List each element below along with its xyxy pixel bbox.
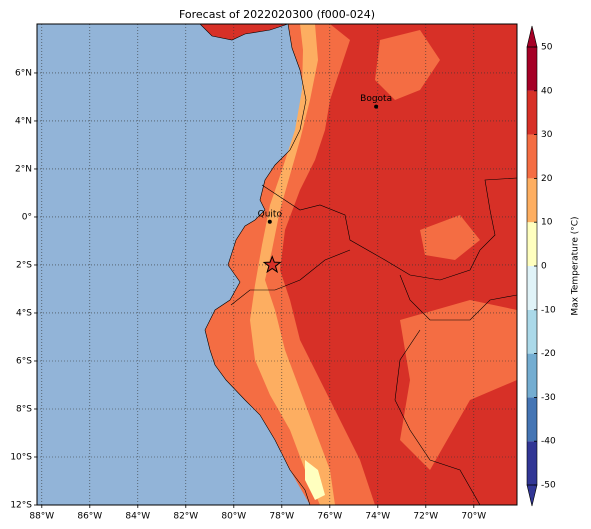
x-tick-label: 76°W (317, 512, 342, 522)
colorbar-segment (527, 90, 537, 135)
y-tick-label: 4°S (16, 308, 32, 318)
temperature-region (420, 215, 480, 260)
colorbar-segment (527, 397, 537, 442)
city-label: Bogota (360, 94, 392, 104)
city-dot (267, 219, 272, 224)
temperature-region (400, 300, 517, 470)
x-tick-label: 70°W (461, 512, 486, 522)
colorbar-tick-label: -30 (541, 393, 556, 403)
map-frame (36, 23, 518, 506)
colorbar-segment (527, 353, 537, 398)
colorbar-segment (527, 47, 537, 91)
country-border (230, 177, 517, 505)
x-tick-label: 78°W (269, 512, 294, 522)
y-tick-label: 6°S (16, 356, 32, 366)
colorbar-tick-label: -10 (541, 305, 556, 315)
location-star (262, 255, 282, 274)
colorbar-tick-label: 40 (541, 86, 553, 96)
temperature-region (375, 30, 440, 100)
y-tick-label: 10°S (10, 452, 32, 462)
colorbar-extend (526, 25, 538, 48)
colorbar-segment (527, 441, 537, 485)
x-tick-label: 86°W (77, 512, 102, 522)
grid (37, 24, 517, 505)
colorbar-tick-label: 20 (541, 174, 553, 184)
temperature-region (205, 24, 375, 505)
colorbar-label: Max Temperature (°C) (571, 216, 581, 315)
y-tick-label: 2°S (16, 260, 32, 270)
colorbar-tick-label: -40 (541, 437, 556, 447)
colorbar-tick-label: 0 (541, 262, 547, 272)
temperature-region (250, 24, 335, 505)
x-tick-label: 88°W (29, 512, 54, 522)
colorbar-segment (527, 134, 537, 179)
x-tick-label: 82°W (173, 512, 198, 522)
map-marks: Bogota Quito (258, 94, 392, 274)
x-tick-label: 72°W (413, 512, 438, 522)
colorbar: -50 -40 -30 -20 -10 0 10 20 30 40 50 (526, 25, 556, 507)
colorbar-tick-label: 50 (541, 43, 553, 53)
y-tick-label: 2°N (15, 164, 32, 174)
colorbar-segment (527, 309, 537, 354)
colorbar-tick-label: 30 (541, 130, 553, 140)
map-area: Bogota Quito (37, 24, 517, 505)
y-tick-label: 8°S (16, 404, 32, 414)
colorbar-segment (527, 178, 537, 223)
coastline (199, 24, 311, 505)
city-dot (374, 104, 379, 109)
x-tick-label: 84°W (125, 512, 150, 522)
map-title: Forecast of 2022020300 (f000-024) (179, 8, 375, 21)
x-tick-label: 80°W (221, 512, 246, 522)
colorbar-segment (527, 266, 537, 310)
temperature-region (305, 460, 325, 500)
x-tick-label: 74°W (365, 512, 390, 522)
colorbar-segment (527, 222, 537, 266)
colorbar-tick-label: 10 (541, 218, 553, 228)
y-tick-label: 4°N (15, 116, 32, 126)
y-tick-label: 12°S (10, 501, 32, 511)
y-tick-label: 6°N (15, 68, 32, 78)
ticks: 88°W 86°W 84°W 82°W 80°W 78°W 76°W 74°W 72°W 70°W… (10, 68, 486, 521)
colorbar-tick-label: -50 (541, 481, 556, 491)
colorbar-tick-label: -20 (541, 349, 556, 359)
colorbar-extend (526, 484, 538, 507)
y-tick-label: 0° (22, 212, 32, 222)
city-label: Quito (258, 209, 283, 219)
